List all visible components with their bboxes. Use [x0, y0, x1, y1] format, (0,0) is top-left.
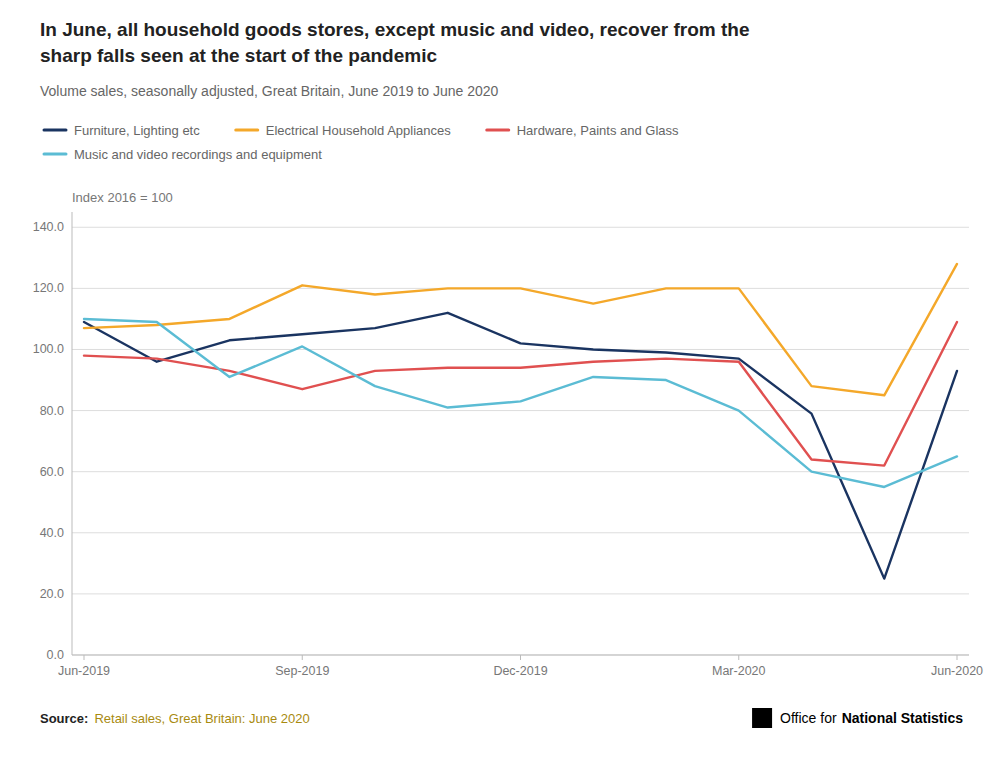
- legend-item: Furniture, Lighting etc: [44, 123, 200, 138]
- legend-item: Hardware, Paints and Glass: [487, 123, 679, 138]
- source-label: Source:: [40, 711, 88, 726]
- y-tick-label: 20.0: [40, 587, 64, 601]
- y-tick-label: 120.0: [33, 281, 64, 295]
- y-tick-label: 40.0: [40, 526, 64, 540]
- series-line: [84, 322, 957, 466]
- subtitle: Volume sales, seasonally adjusted, Great…: [40, 83, 499, 99]
- x-tick: [520, 655, 521, 660]
- y-tick-label: 140.0: [33, 220, 64, 234]
- legend-label: Furniture, Lighting etc: [74, 123, 200, 138]
- legend-swatch: [44, 153, 66, 156]
- axis-label: Index 2016 = 100: [72, 190, 173, 205]
- grid-line: [72, 471, 969, 472]
- legend-swatch: [487, 129, 509, 132]
- grid-line: [72, 227, 969, 228]
- legend-item: Music and video recordings and equipment: [44, 147, 322, 162]
- x-tick: [957, 655, 958, 660]
- y-tick-label: 0.0: [47, 648, 64, 662]
- credit-text: National Statistics: [842, 710, 964, 726]
- background: [0, 0, 993, 765]
- y-tick-label: 100.0: [33, 342, 64, 356]
- legend-label: Electrical Household Appliances: [266, 123, 451, 138]
- source-text: Retail sales, Great Britain: June 2020: [94, 711, 309, 726]
- x-tick-label: Dec-2019: [493, 664, 547, 678]
- x-tick-label: Jun-2019: [58, 664, 110, 678]
- legend: Furniture, Lighting etc Electrical Househ…: [44, 123, 679, 162]
- chart: In June, all household goods stores, exc…: [0, 0, 993, 765]
- series-line: [84, 264, 957, 395]
- legend-label: Music and video recordings and equipment: [74, 147, 322, 162]
- grid-line: [72, 532, 969, 533]
- x-tick: [302, 655, 303, 660]
- grid: [72, 227, 969, 655]
- x-tick: [84, 655, 85, 660]
- credit: Office for National Statistics: [752, 708, 963, 728]
- grid-line: [72, 410, 969, 411]
- legend-item: Electrical Household Appliances: [236, 123, 451, 138]
- x-tick-label: Mar-2020: [712, 664, 766, 678]
- grid-line: [72, 593, 969, 594]
- y-tick-label: 60.0: [40, 465, 64, 479]
- grid-line: [72, 349, 969, 350]
- y-tick-label: 80.0: [40, 404, 64, 418]
- title: sharp falls seen at the start of the pan…: [40, 45, 437, 66]
- x-tick-label: Sep-2019: [275, 664, 329, 678]
- series-line: [84, 319, 957, 487]
- series-line: [84, 313, 957, 579]
- lines: [84, 264, 957, 579]
- legend-label: Hardware, Paints and Glass: [517, 123, 679, 138]
- x-tick: [738, 655, 739, 660]
- credit-text: Office for: [780, 710, 837, 726]
- credit-logo: [752, 708, 772, 728]
- title: In June, all household goods stores, exc…: [40, 19, 750, 40]
- y-axis-line: [72, 212, 73, 655]
- x-tick-label: Jun-2020: [931, 664, 983, 678]
- legend-swatch: [44, 129, 66, 132]
- legend-swatch: [236, 129, 258, 132]
